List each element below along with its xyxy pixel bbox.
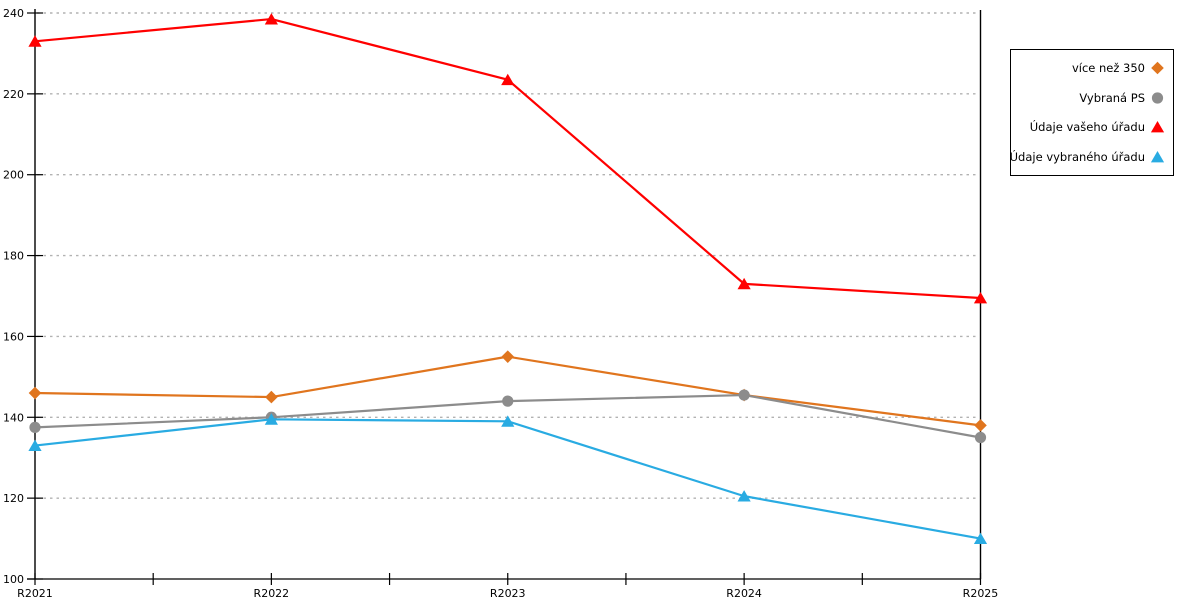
legend-label: Údaje vybraného úřadu (1009, 149, 1145, 164)
legend-label: Údaje vašeho úřadu (1029, 120, 1145, 135)
svg-text:R2022: R2022 (254, 587, 290, 600)
circle-marker-icon (1150, 91, 1165, 105)
legend-label: více než 350 (1071, 61, 1145, 76)
svg-text:100: 100 (3, 573, 24, 586)
svg-text:R2024: R2024 (726, 587, 762, 600)
svg-text:R2025: R2025 (963, 587, 999, 600)
svg-text:R2023: R2023 (490, 587, 526, 600)
svg-text:180: 180 (3, 250, 24, 263)
legend-item: Údaje vybraného úřadu (1009, 142, 1173, 172)
legend-item: více než 350 (1011, 54, 1173, 84)
svg-text:R2021: R2021 (17, 587, 53, 600)
svg-text:160: 160 (3, 330, 24, 343)
legend-item: Údaje vašeho úřadu (1011, 113, 1173, 143)
legend-box: více než 350 Vybraná PS Údaje vašeho úřa… (1010, 49, 1174, 176)
svg-text:220: 220 (3, 88, 24, 101)
svg-text:120: 120 (3, 492, 24, 505)
svg-text:240: 240 (3, 7, 24, 20)
diamond-marker-icon (1150, 61, 1165, 75)
legend-item: Vybraná PS (1011, 83, 1173, 113)
svg-text:140: 140 (3, 411, 24, 424)
svg-text:200: 200 (3, 169, 24, 182)
triangle-marker-icon (1150, 150, 1165, 164)
triangle-marker-icon (1150, 120, 1165, 134)
legend-label: Vybraná PS (1079, 90, 1145, 105)
